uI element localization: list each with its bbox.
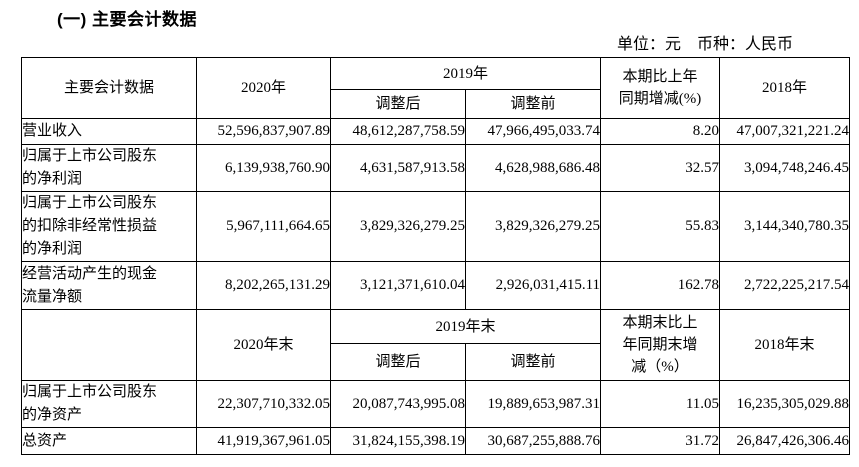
header-row-adjust: 调整后 调整前	[22, 89, 850, 119]
value-change: 11.05	[600, 380, 721, 428]
row-label: 归属于上市公司股东的扣除非经常性损益的净利润	[21, 191, 197, 262]
value-2020: 5,967,111,664.65	[196, 191, 331, 262]
header-2018: 2018年	[719, 57, 851, 119]
header-row-period: 主要会计数据 2020年 2019年 本期比上年 同期增减(%) 2018年	[21, 57, 851, 119]
header-2020-end: 2020年末	[196, 309, 331, 381]
header-row-period-end: 2020年末 2019年末 本期末比上 年同期末增 减（%） 2018年末	[21, 309, 851, 381]
unit-currency-note: 单位：元 币种：人民币	[616, 36, 793, 53]
header-metric-empty	[21, 309, 197, 381]
value-2018: 3,094,748,246.45	[719, 144, 851, 192]
value-change: 31.72	[600, 427, 721, 455]
header-yoy-change: 本期比上年 同期增减(%)	[600, 57, 721, 119]
value-2018: 47,007,321,221.24	[719, 118, 851, 145]
row-label: 营业收入	[21, 118, 197, 145]
header-adjusted-after: 调整后	[330, 343, 466, 381]
value-2020: 22,307,710,332.05	[196, 380, 331, 428]
header-2019: 2019年	[329, 57, 602, 90]
header-end-yoy-change: 本期末比上 年同期末增 减（%）	[600, 309, 721, 381]
value-change: 55.83	[600, 191, 721, 262]
value-2019-before: 47,966,495,033.74	[464, 118, 602, 145]
value-2019-before: 30,687,255,888.76	[464, 427, 602, 455]
table-row-net-assets: 归属于上市公司股东的净资产 22,307,710,332.05 20,087,7…	[21, 380, 851, 428]
value-2019-adjusted: 3,829,326,279.25	[330, 191, 466, 262]
header-2020: 2020年	[196, 57, 331, 119]
table-row-net-profit-deducted: 归属于上市公司股东的扣除非经常性损益的净利润 5,967,111,664.65 …	[21, 191, 851, 262]
value-2019-before: 19,889,653,987.31	[464, 380, 602, 428]
value-2020: 6,139,938,760.90	[196, 144, 331, 192]
header-row-end-adjust: 调整后 调整前	[22, 343, 850, 381]
value-2020: 8,202,265,131.29	[196, 261, 331, 310]
value-2019-adjusted: 3,121,371,610.04	[330, 261, 466, 310]
value-2019-adjusted: 31,824,155,398.19	[330, 427, 466, 455]
row-label: 总资产	[21, 427, 197, 455]
value-2019-adjusted: 48,612,287,758.59	[330, 118, 466, 145]
row-label: 归属于上市公司股东的净资产	[21, 380, 197, 428]
value-2018: 2,722,225,217.54	[719, 261, 851, 310]
header-adjusted-before: 调整前	[464, 89, 602, 119]
row-label: 归属于上市公司股东的净利润	[21, 144, 197, 192]
header-2019-end: 2019年末	[329, 309, 602, 344]
value-change: 32.57	[600, 144, 721, 192]
header-metric: 主要会计数据	[21, 57, 197, 119]
header-adjusted-before: 调整前	[464, 343, 602, 381]
table-row-operating-cash-flow: 经营活动产生的现金流量净额 8,202,265,131.29 3,121,371…	[21, 261, 851, 310]
row-label: 经营活动产生的现金流量净额	[21, 261, 197, 310]
table-row-total-assets: 总资产 41,919,367,961.05 31,824,155,398.19 …	[21, 427, 851, 455]
value-2020: 52,596,837,907.89	[196, 118, 331, 145]
value-2019-adjusted: 4,631,587,913.58	[330, 144, 466, 192]
value-2019-before: 3,829,326,279.25	[464, 191, 602, 262]
table-row-net-profit: 归属于上市公司股东的净利润 6,139,938,760.90 4,631,587…	[21, 144, 851, 192]
value-change: 8.20	[600, 118, 721, 145]
accounting-data-table: 主要会计数据 2020年 2019年 本期比上年 同期增减(%) 2018年 调…	[21, 57, 851, 455]
value-2019-adjusted: 20,087,743,995.08	[330, 380, 466, 428]
header-2018-end: 2018年末	[719, 309, 851, 381]
value-2019-before: 4,628,988,686.48	[464, 144, 602, 192]
value-2019-before: 2,926,031,415.11	[464, 261, 602, 310]
value-change: 162.78	[600, 261, 721, 310]
value-2018: 3,144,340,780.35	[719, 191, 851, 262]
table-row-revenue: 营业收入 52,596,837,907.89 48,612,287,758.59…	[21, 118, 851, 145]
header-adjusted-after: 调整后	[330, 89, 466, 119]
value-2018: 16,235,305,029.88	[719, 380, 851, 428]
value-2018: 26,847,426,306.46	[719, 427, 851, 455]
section-title: (一) 主要会计数据	[57, 10, 198, 29]
value-2020: 41,919,367,961.05	[196, 427, 331, 455]
